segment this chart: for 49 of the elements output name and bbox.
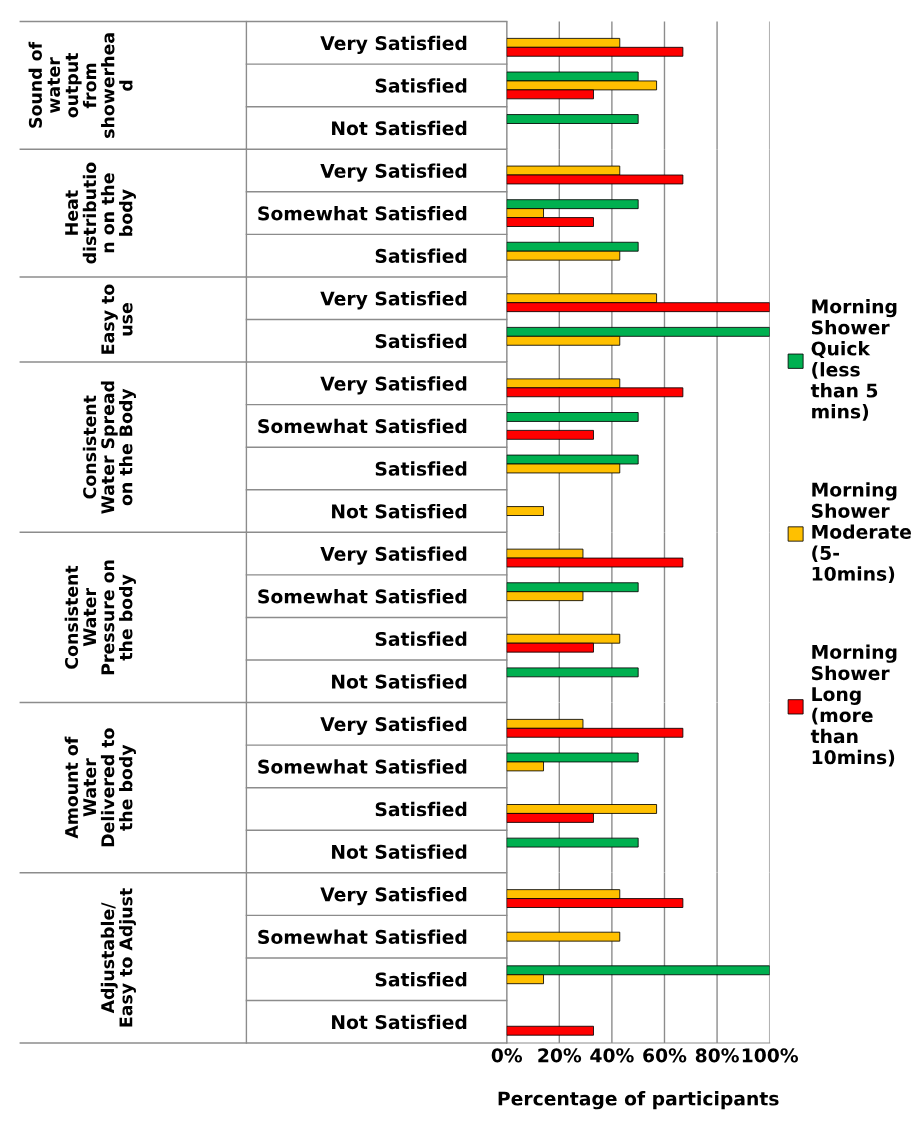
y-tick-label: Satisfied — [375, 333, 467, 349]
y-tick-label: Satisfied — [375, 78, 467, 93]
y-axis-title: Heat distributio n on the body — [65, 162, 136, 264]
bar — [506, 931, 621, 942]
y-tick-label: Somewhat Satisfied — [258, 929, 467, 945]
y-axis-title: Adjustable/ Easy to Adjust — [100, 888, 136, 1027]
y-tick-label: Very Satisfied — [320, 291, 467, 310]
x-tick-label: 0% — [491, 1048, 523, 1063]
x-axis-title: Percentage of participants — [498, 1091, 779, 1110]
y-axis-title: Amount of Water Delivered to the body — [64, 728, 136, 847]
y-axis-title: Sound of water output from showerhea d — [28, 33, 133, 138]
y-tick-label: Not Satisfied — [332, 503, 467, 519]
y-tick-label: Not Satisfied — [332, 674, 467, 689]
y-tick-label: Very Satisfied — [320, 35, 467, 55]
bar — [506, 412, 639, 422]
y-tick-label: Satisfied — [375, 631, 467, 647]
y-tick-label: Very Satisfied — [320, 886, 467, 906]
x-tick-label: 20% — [538, 1048, 582, 1063]
y-tick-label: Not Satisfied — [332, 120, 467, 136]
y-tick-label: Somewhat Satisfied — [258, 418, 467, 434]
y-tick-label: Somewhat Satisfied — [258, 205, 467, 221]
legend-label: Morning Shower Long (more than 10mins) — [810, 644, 897, 767]
bar — [506, 837, 639, 848]
x-tick-label: 100% — [742, 1048, 799, 1063]
y-tick-label: Very Satisfied — [320, 163, 467, 182]
x-tick-label: 60% — [643, 1048, 687, 1063]
legend-label: Morning Shower Quick (less than 5 mins) — [810, 298, 897, 421]
bar — [506, 506, 544, 516]
y-tick-label: Very Satisfied — [320, 716, 467, 736]
bar — [506, 114, 639, 124]
y-tick-label: Very Satisfied — [320, 546, 467, 565]
y-tick-label: Not Satisfied — [332, 844, 467, 859]
bar — [506, 667, 639, 678]
y-tick-label: Somewhat Satisfied — [258, 759, 467, 774]
y-tick-label: Not Satisfied — [332, 1014, 467, 1030]
y-tick-label: Satisfied — [375, 801, 467, 817]
y-tick-label: Satisfied — [375, 972, 467, 987]
y-tick-label: Very Satisfied — [320, 376, 467, 395]
y-axis-title: Easy to use — [101, 284, 133, 354]
y-axis-title: Consistent Water Spread on the Body — [82, 381, 136, 514]
legend-label: Morning Shower Moderate (5- 10mins) — [811, 482, 911, 584]
y-tick-label: Satisfied — [375, 248, 467, 264]
y-tick-label: Somewhat Satisfied — [258, 589, 467, 604]
y-axis-title: Consistent Water Pressure on the body — [64, 560, 136, 675]
bar — [506, 429, 594, 440]
y-tick-label: Satisfied — [375, 461, 467, 476]
x-tick-label: 80% — [695, 1048, 739, 1063]
x-tick-label: 40% — [590, 1048, 634, 1063]
bar — [506, 1025, 594, 1036]
